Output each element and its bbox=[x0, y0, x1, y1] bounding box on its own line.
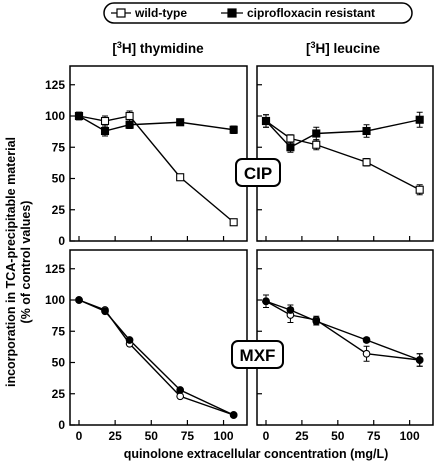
data-point-wild-type bbox=[286, 134, 295, 143]
data-point-wild-type bbox=[125, 111, 134, 121]
x-tick-label: 100 bbox=[400, 429, 420, 443]
panel-frame bbox=[69, 65, 248, 242]
x-tick-label: 25 bbox=[108, 429, 122, 443]
data-point-resistant bbox=[286, 143, 295, 152]
y-axis-label-line1: incorporation in TCA-precipitable materi… bbox=[4, 137, 18, 387]
panel-frame bbox=[256, 65, 434, 242]
x-tick-label: 75 bbox=[181, 429, 195, 443]
legend-resistant-marker bbox=[227, 8, 237, 18]
drug-label-mxf-text: MXF bbox=[240, 346, 276, 365]
y-tick-label: 50 bbox=[52, 356, 66, 370]
data-point-resistant bbox=[262, 297, 270, 306]
legend-resistant-label: ciprofloxacin resistant bbox=[247, 6, 375, 20]
data-point-wild-type bbox=[176, 173, 185, 182]
legend-wild-type-marker bbox=[116, 8, 126, 18]
drug-label-cip: CIP bbox=[235, 158, 281, 187]
data-point-wild-type bbox=[176, 392, 185, 401]
data-point-resistant bbox=[312, 129, 321, 138]
data-point-resistant bbox=[362, 336, 371, 344]
data-point-wild-type bbox=[362, 349, 371, 358]
series-line-wild-type bbox=[265, 120, 421, 191]
data-point-resistant bbox=[176, 118, 185, 127]
data-point-resistant bbox=[101, 307, 109, 316]
panel-frame bbox=[69, 249, 248, 426]
panel-bottom-left: 0 25 50 75 100 125 0 25 50 75 100 bbox=[45, 249, 248, 443]
y-tick-label: 25 bbox=[52, 203, 66, 217]
y-tick-label: 100 bbox=[45, 109, 65, 123]
data-point-resistant bbox=[74, 111, 84, 121]
x-tick-label: 0 bbox=[76, 429, 83, 443]
series-line-wild-type bbox=[78, 299, 234, 416]
series-line-resistant bbox=[265, 119, 420, 149]
drug-label-mxf-box bbox=[231, 340, 284, 369]
column-title-leucine: [3H] leucine bbox=[306, 40, 381, 56]
x-tick-label: 50 bbox=[145, 429, 159, 443]
y-tick-label: 125 bbox=[45, 262, 65, 276]
series-line-resistant bbox=[78, 299, 234, 416]
x-tick-label: 75 bbox=[367, 429, 381, 443]
data-point-resistant bbox=[312, 317, 321, 326]
y-tick-label: 0 bbox=[58, 234, 65, 248]
data-point-wild-type bbox=[312, 140, 321, 149]
y-tick-label: 50 bbox=[52, 172, 66, 186]
legend: wild-type ciprofloxacin resistant bbox=[103, 2, 413, 24]
y-tick-label: 125 bbox=[45, 78, 65, 92]
y-tick-label: 75 bbox=[52, 324, 66, 338]
x-tick-label: 25 bbox=[295, 429, 309, 443]
x-tick-label: 100 bbox=[214, 429, 234, 443]
panel-frame bbox=[256, 249, 434, 426]
drug-label-cip-text: CIP bbox=[244, 164, 272, 183]
data-point-resistant bbox=[229, 125, 238, 134]
column-title-thymidine: [3H] thymidine bbox=[112, 40, 204, 56]
data-point-resistant bbox=[415, 356, 424, 364]
panel-top-left: 0 25 50 75 100 125 bbox=[45, 65, 248, 248]
y-tick-label: 0 bbox=[58, 418, 65, 432]
data-point-wild-type bbox=[415, 185, 424, 194]
data-point-resistant bbox=[75, 296, 83, 304]
data-point-resistant bbox=[125, 336, 134, 344]
data-point-resistant bbox=[100, 126, 110, 136]
x-axis-label: quinolone extracellular concentration (m… bbox=[124, 447, 389, 461]
data-point-resistant bbox=[229, 411, 238, 419]
panel-top-right bbox=[256, 65, 434, 242]
data-point-wild-type bbox=[362, 158, 371, 167]
data-point-wild-type bbox=[229, 218, 238, 227]
drug-label-cip-box bbox=[235, 158, 281, 187]
data-point-resistant bbox=[176, 386, 185, 394]
x-tick-label: 50 bbox=[331, 429, 345, 443]
panels: 0 25 50 75 100 125 0 25 50 75 100 125 0 25 50 75 100 0 25 5… bbox=[45, 65, 434, 443]
y-tick-label: 100 bbox=[45, 293, 65, 307]
y-axis-label-line2: (% of control values) bbox=[19, 201, 33, 324]
data-point-wild-type bbox=[100, 116, 110, 126]
legend-wild-type-label: wild-type bbox=[134, 6, 187, 20]
y-tick-label: 75 bbox=[52, 140, 66, 154]
x-tick-label: 0 bbox=[263, 429, 270, 443]
data-point-resistant bbox=[125, 120, 134, 129]
legend-box bbox=[103, 2, 413, 24]
y-tick-label: 25 bbox=[52, 387, 66, 401]
data-point-resistant bbox=[261, 116, 271, 126]
drug-label-mxf: MXF bbox=[231, 340, 284, 369]
data-point-resistant bbox=[362, 126, 371, 136]
data-point-resistant bbox=[415, 115, 424, 124]
data-point-resistant bbox=[286, 306, 295, 314]
